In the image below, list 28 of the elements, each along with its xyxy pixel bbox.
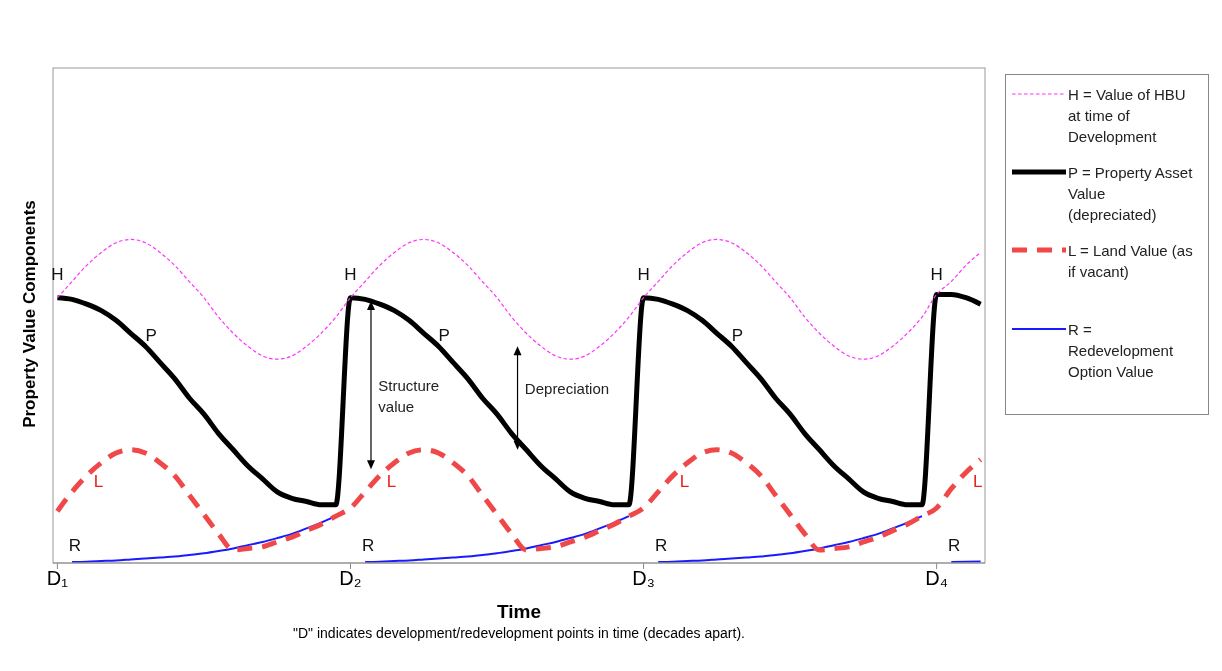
text: "D" indicates development/redevelopment points in time (decades apart).	[292, 625, 746, 641]
annotation: L	[679, 471, 690, 491]
annotation: H	[637, 264, 650, 284]
annotation: R	[68, 536, 82, 556]
annotation: Structure value	[378, 375, 441, 417]
annotation: L	[93, 471, 104, 491]
annotation: R	[948, 536, 961, 556]
x-tick-label: D₃	[632, 567, 655, 590]
annotation: P	[438, 326, 450, 346]
annotation: H	[51, 264, 64, 284]
legend-label: L = Land Value (as if vacant)	[1068, 241, 1194, 282]
annotation: P	[145, 326, 157, 346]
annotation: L	[972, 471, 983, 491]
x-tick-label: D₄	[925, 567, 948, 590]
x-tick-label: D₁	[46, 567, 69, 590]
legend-label: H = Value of HBU at time of Development	[1068, 85, 1187, 147]
legend-label: R = Redevelopment Option Value	[1068, 320, 1175, 382]
annotation: H	[930, 264, 943, 284]
annotation: Depreciation	[524, 379, 610, 399]
annotation: R	[361, 536, 375, 556]
annotation: L	[386, 471, 397, 491]
annotation: P	[731, 326, 744, 346]
annotation: R	[655, 536, 668, 556]
y-axis-title: Property Value Components	[20, 198, 40, 430]
x-axis-title: Time	[496, 601, 542, 623]
legend-label: P = Property Asset Value (depreciated)	[1068, 163, 1194, 225]
annotation: H	[344, 264, 357, 284]
x-tick-label: D₂	[339, 567, 362, 590]
